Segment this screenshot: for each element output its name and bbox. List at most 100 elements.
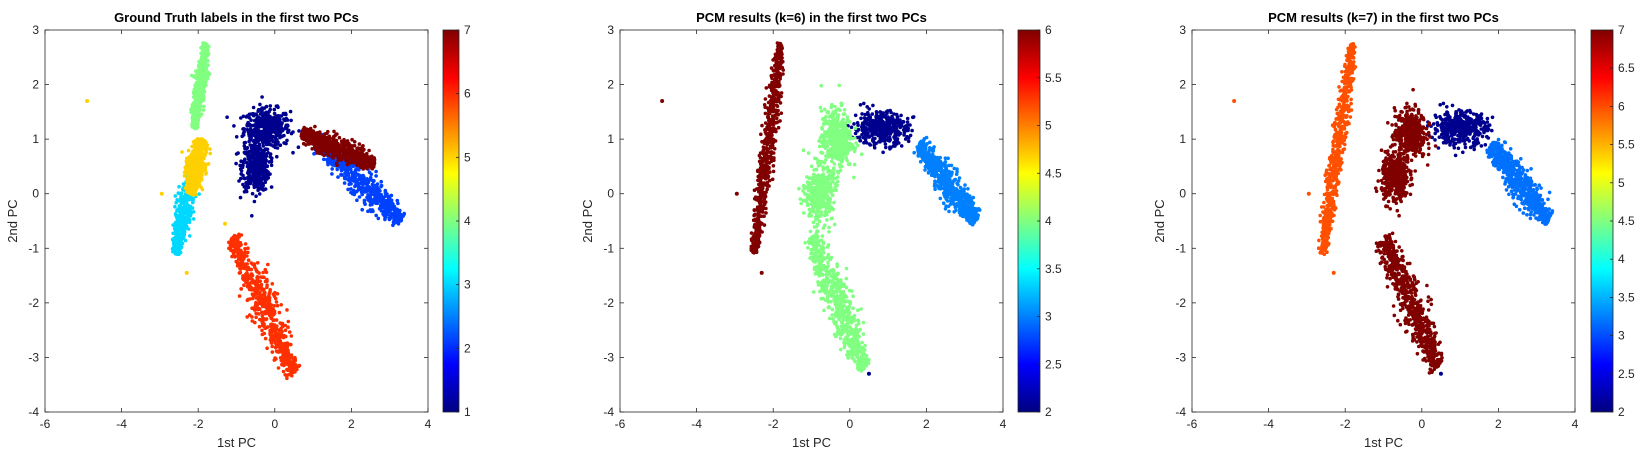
scatter-point xyxy=(263,111,268,115)
x-axis-label: 1st PC xyxy=(217,435,256,450)
scatter-point xyxy=(182,233,187,237)
scatter-point xyxy=(264,137,269,141)
scatter-point xyxy=(291,365,296,370)
scatter-point xyxy=(260,313,265,318)
scatter-point xyxy=(271,144,275,148)
scatter-point xyxy=(179,194,184,198)
scatter-point xyxy=(239,116,243,120)
scatter-point xyxy=(286,325,290,330)
colorbar-tick-label: 3 xyxy=(464,278,471,292)
scatter-point xyxy=(188,234,192,238)
scatter-point xyxy=(190,104,195,109)
scatter-point xyxy=(272,107,277,112)
x-tick-label: 2 xyxy=(348,417,355,431)
y-axis-label: 2nd PC xyxy=(5,199,20,242)
scatter-point xyxy=(243,242,248,246)
scatter-point xyxy=(396,222,401,226)
scatter-point xyxy=(180,215,185,220)
scatter-point xyxy=(334,138,339,143)
scatter-point xyxy=(272,358,277,362)
scatter-point xyxy=(197,78,202,82)
scatter-point xyxy=(265,130,270,135)
scatter-point xyxy=(192,74,197,78)
scatter-point xyxy=(296,145,301,149)
scatter-point xyxy=(322,157,326,162)
scatter-point xyxy=(251,105,256,110)
scatter-point xyxy=(250,191,255,196)
scatter-point xyxy=(265,164,270,168)
scatter-point xyxy=(383,188,388,193)
scatter-point xyxy=(263,296,268,300)
scatter-point xyxy=(258,102,262,107)
scatter-point xyxy=(313,124,317,129)
y-tick-label: -1 xyxy=(28,241,39,255)
scatter-point xyxy=(206,53,210,57)
scatter-point xyxy=(268,135,273,140)
scatter-point xyxy=(257,324,262,329)
scatter-point xyxy=(268,104,273,108)
scatter-point xyxy=(203,139,207,143)
scatter-point xyxy=(347,182,352,187)
scatter-point xyxy=(186,216,191,220)
scatter-point xyxy=(366,198,370,202)
scatter-point xyxy=(257,192,262,196)
scatter-point xyxy=(352,163,356,168)
scatter-point xyxy=(355,198,359,202)
scatter-point xyxy=(251,160,256,164)
scatter-point xyxy=(363,202,367,206)
scatter-point xyxy=(235,254,239,258)
scatter-point xyxy=(180,228,184,233)
scatter-point xyxy=(230,254,234,259)
scatter-point xyxy=(260,116,264,121)
y-tick-label: 3 xyxy=(32,23,39,37)
scatter-point xyxy=(388,201,393,206)
scatter-point xyxy=(177,209,181,214)
scatter-point xyxy=(282,141,286,145)
y-tick-label: 1 xyxy=(32,132,39,146)
scatter-point xyxy=(352,192,357,197)
scatter-point xyxy=(254,148,259,152)
scatter-point xyxy=(315,146,320,150)
scatter-point xyxy=(341,153,346,157)
scatter-point xyxy=(272,304,277,308)
scatter-point xyxy=(375,182,380,186)
scatter-point xyxy=(180,207,184,212)
scatter-point xyxy=(371,184,376,189)
scatter-point xyxy=(196,112,201,117)
scatter-point xyxy=(334,161,339,166)
scatter-point xyxy=(260,157,264,162)
scatter-point xyxy=(242,176,246,180)
scatter-point xyxy=(301,127,306,132)
scatter-point xyxy=(194,101,198,105)
scatter-point xyxy=(255,152,260,156)
scatter-point xyxy=(201,96,206,100)
scatter-point xyxy=(269,159,274,164)
scatter-point xyxy=(263,326,268,330)
scatter-point xyxy=(290,373,294,378)
scatter-point xyxy=(248,122,252,127)
scatter-point xyxy=(269,163,274,168)
scatter-point xyxy=(849,125,854,130)
scatter-point xyxy=(239,172,243,176)
scatter-point xyxy=(278,114,283,118)
scatter-point xyxy=(392,209,397,214)
scatter-point xyxy=(173,204,177,209)
scatter-point xyxy=(273,115,278,119)
scatter-point xyxy=(255,126,259,130)
scatter-point xyxy=(192,120,197,124)
scatter-point xyxy=(362,187,367,191)
scatter-point xyxy=(260,302,264,307)
scatter-point xyxy=(860,112,864,116)
scatter-point xyxy=(352,170,357,175)
scatter-point xyxy=(271,318,276,323)
scatter-point xyxy=(336,156,341,161)
scatter-point xyxy=(362,198,367,203)
scatter-point xyxy=(360,190,364,194)
scatter-point xyxy=(372,192,377,197)
scatter-point xyxy=(286,342,290,347)
scatter-point xyxy=(260,332,265,337)
scatter-point xyxy=(375,185,379,189)
scatter-point xyxy=(200,187,205,192)
scatter-point xyxy=(368,190,373,194)
